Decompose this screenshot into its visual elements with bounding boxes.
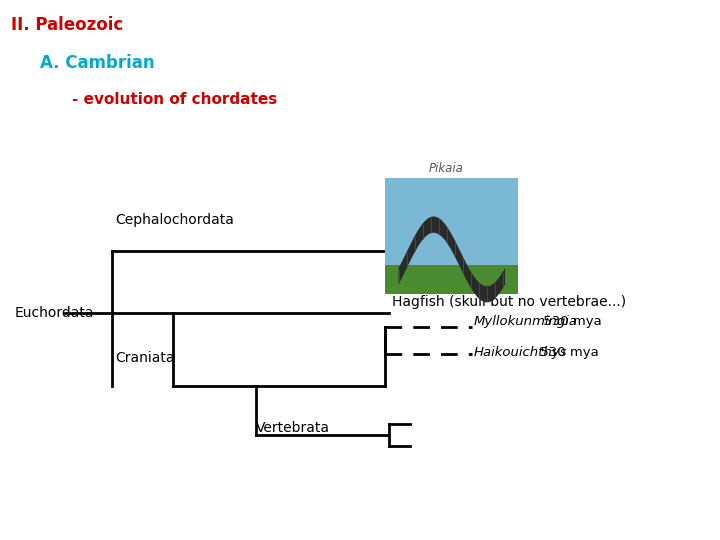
Text: Cephalochordata: Cephalochordata bbox=[115, 213, 234, 227]
Text: Euchordata: Euchordata bbox=[14, 306, 94, 320]
Text: Myllokunmingia: Myllokunmingia bbox=[474, 315, 577, 328]
Text: A. Cambrian: A. Cambrian bbox=[40, 54, 154, 72]
Text: 530 mya: 530 mya bbox=[536, 346, 599, 359]
Text: 530 mya: 530 mya bbox=[539, 315, 602, 328]
Text: Hagfish (skull but no vertebrae...): Hagfish (skull but no vertebrae...) bbox=[392, 295, 626, 309]
Text: Pikaia: Pikaia bbox=[428, 163, 463, 176]
PathPatch shape bbox=[399, 217, 505, 302]
Text: Haikouichthys: Haikouichthys bbox=[474, 346, 567, 359]
Text: Vertebrata: Vertebrata bbox=[256, 421, 330, 435]
FancyBboxPatch shape bbox=[385, 265, 518, 294]
Text: - evolution of chordates: - evolution of chordates bbox=[72, 92, 277, 107]
FancyBboxPatch shape bbox=[385, 178, 518, 294]
Text: Craniata: Craniata bbox=[115, 351, 175, 365]
Text: II. Paleozoic: II. Paleozoic bbox=[11, 16, 123, 34]
